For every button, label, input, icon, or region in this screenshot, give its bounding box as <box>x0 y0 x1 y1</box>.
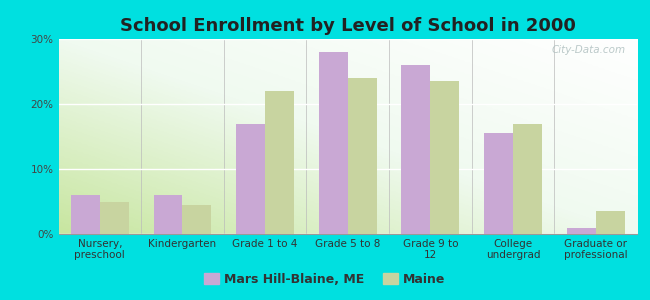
Bar <box>318 52 348 234</box>
Bar <box>595 211 625 234</box>
Bar <box>236 124 265 234</box>
Bar <box>567 227 595 234</box>
Bar <box>265 91 294 234</box>
Bar <box>100 202 129 234</box>
Bar <box>348 78 377 234</box>
Bar <box>71 195 100 234</box>
Bar <box>430 81 460 234</box>
Title: School Enrollment by Level of School in 2000: School Enrollment by Level of School in … <box>120 17 576 35</box>
Legend: Mars Hill-Blaine, ME, Maine: Mars Hill-Blaine, ME, Maine <box>200 268 450 291</box>
Bar <box>402 65 430 234</box>
Bar <box>484 133 513 234</box>
Bar <box>183 205 211 234</box>
Bar <box>513 124 542 234</box>
Text: City-Data.com: City-Data.com <box>551 45 625 55</box>
Bar <box>153 195 183 234</box>
